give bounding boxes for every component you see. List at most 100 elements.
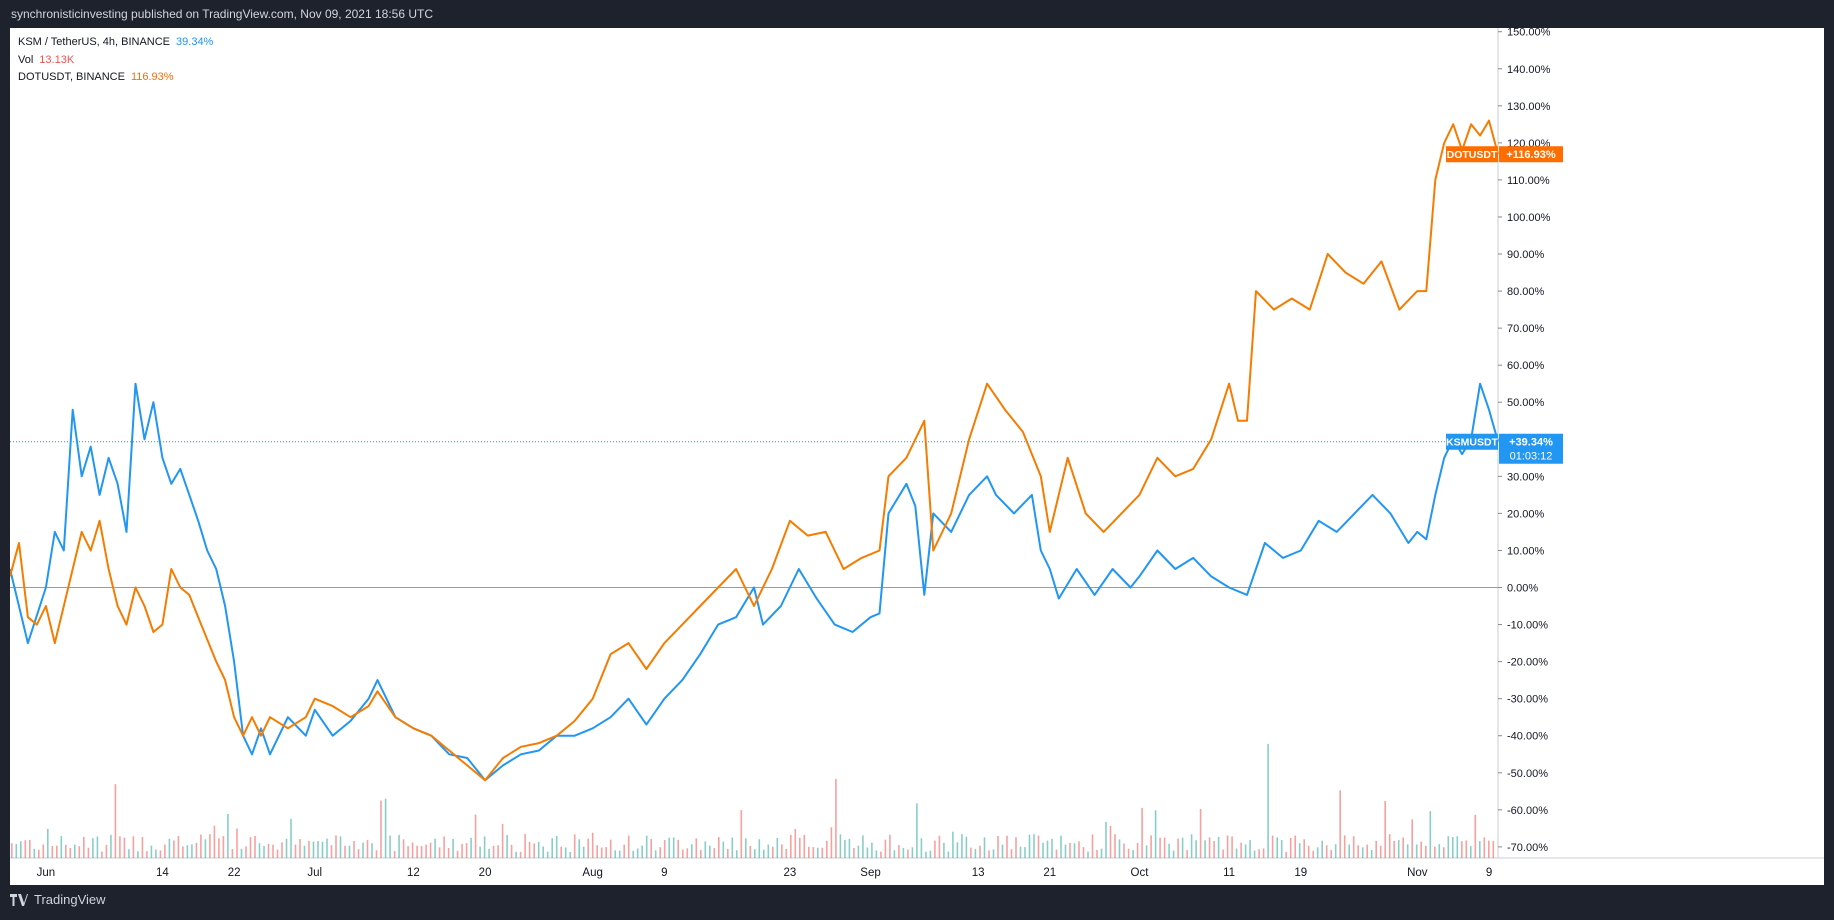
volume-bar bbox=[817, 847, 819, 858]
volume-bar bbox=[1438, 844, 1441, 858]
y-tick-label: 140.00% bbox=[1507, 64, 1551, 76]
y-tick-label: 80.00% bbox=[1507, 286, 1545, 298]
volume-bar bbox=[69, 848, 72, 858]
legend-row-dot[interactable]: DOTUSDT, BINANCE 116.93% bbox=[18, 69, 213, 87]
volume-bar bbox=[965, 836, 968, 858]
volume-bar bbox=[96, 836, 99, 858]
volume-bar bbox=[1474, 814, 1477, 858]
volume-bar bbox=[704, 841, 707, 858]
volume-bar bbox=[1357, 845, 1359, 858]
volume-bar bbox=[83, 836, 85, 858]
price-label-ksm bbox=[1499, 433, 1563, 464]
volume-bar bbox=[56, 845, 58, 858]
volume-bar bbox=[1425, 845, 1427, 858]
legend-row-vol[interactable]: Vol 13.13K bbox=[18, 52, 213, 70]
volume-bar bbox=[1289, 838, 1292, 858]
volume-bar bbox=[515, 851, 517, 858]
volume-bar bbox=[758, 839, 761, 858]
volume-bar bbox=[447, 848, 450, 858]
volume-bar bbox=[141, 837, 144, 858]
volume-bar bbox=[1461, 841, 1463, 858]
volume-bar bbox=[317, 841, 319, 858]
volume-bar bbox=[902, 847, 905, 858]
volume-bar bbox=[695, 838, 698, 858]
volume-bar bbox=[479, 846, 481, 858]
x-tick-label: 20 bbox=[479, 867, 492, 879]
volume-bar bbox=[925, 851, 927, 858]
volume-bar bbox=[736, 850, 738, 858]
volume-bar bbox=[186, 845, 189, 858]
volume-bar bbox=[146, 851, 148, 858]
volume-bar bbox=[1276, 837, 1278, 858]
volume-bar bbox=[844, 839, 846, 858]
volume-bar bbox=[393, 850, 396, 858]
volume-bar bbox=[132, 836, 135, 858]
volume-bar bbox=[285, 838, 288, 858]
chart-svg[interactable]: -70.00% -60.00% -50.00% -40.00% -30.00% -20.0… bbox=[9, 27, 1824, 885]
volume-bar bbox=[24, 840, 27, 858]
legend-row-ksm[interactable]: KSM / TetherUS, 4h, BINANCE 39.34% bbox=[18, 34, 213, 52]
volume-bar bbox=[1217, 837, 1220, 858]
volume-bar bbox=[1316, 847, 1319, 858]
volume-bar bbox=[992, 849, 995, 858]
volume-bar bbox=[236, 828, 238, 858]
tradingview-brand[interactable]: TradingView bbox=[10, 892, 106, 907]
volume-bar bbox=[1105, 821, 1107, 858]
y-tick-label: -50.00% bbox=[1507, 768, 1548, 780]
volume-bar bbox=[38, 849, 40, 858]
volume-bar bbox=[1258, 849, 1260, 858]
volume-bar bbox=[709, 845, 711, 858]
volume-bar bbox=[713, 848, 716, 858]
x-tick-label: Aug bbox=[582, 867, 602, 879]
volume-bar bbox=[1420, 841, 1422, 858]
volume-bar bbox=[781, 844, 783, 858]
volume-bar bbox=[1042, 842, 1044, 858]
x-tick-label: 21 bbox=[1043, 867, 1056, 879]
series-line-dotusdt bbox=[9, 119, 1499, 782]
y-tick-label: -10.00% bbox=[1507, 620, 1548, 632]
volume-bar bbox=[263, 846, 265, 858]
volume-bar bbox=[60, 836, 63, 858]
chart-panel[interactable]: -70.00% -60.00% -50.00% -40.00% -30.00% -20.0… bbox=[9, 27, 1824, 885]
volume-bar bbox=[799, 837, 801, 858]
x-tick-label: 19 bbox=[1294, 867, 1307, 879]
volume-bar bbox=[1186, 849, 1188, 858]
volume-bar bbox=[501, 823, 504, 858]
volume-bar bbox=[308, 840, 310, 858]
series-name-tag-text-dot: DOTUSDT bbox=[1447, 149, 1498, 161]
volume-bar bbox=[434, 838, 436, 858]
legend-label-ksm: KSM / TetherUS, 4h, BINANCE bbox=[18, 36, 171, 48]
series-line-ksmusdt bbox=[9, 382, 1499, 782]
volume-bar bbox=[1132, 850, 1134, 858]
volume-bar bbox=[105, 844, 108, 858]
volume-bar bbox=[1208, 837, 1211, 858]
volume-bar bbox=[204, 839, 207, 858]
volume-bar bbox=[1114, 834, 1116, 858]
volume-bar bbox=[389, 835, 391, 858]
volume-bar bbox=[119, 836, 121, 858]
x-tick-label: Jun bbox=[37, 867, 56, 879]
volume-bar bbox=[587, 838, 589, 858]
volume-bar bbox=[272, 844, 274, 858]
volume-bar bbox=[335, 835, 337, 858]
volume-bar bbox=[1379, 845, 1382, 858]
volume-bar bbox=[1488, 840, 1490, 858]
volume-bar bbox=[227, 813, 229, 858]
volume-bar bbox=[1051, 838, 1053, 858]
volume-bar bbox=[560, 846, 562, 858]
volume-bar bbox=[812, 847, 815, 858]
volume-bar bbox=[533, 843, 535, 858]
volume-bar bbox=[893, 850, 896, 858]
volume-bar bbox=[47, 828, 49, 858]
volume-bar bbox=[1303, 839, 1305, 858]
volume-bar bbox=[474, 814, 477, 858]
volume-bar bbox=[366, 840, 369, 858]
volume-bar bbox=[303, 845, 306, 858]
volume-bar bbox=[497, 845, 499, 858]
volume-bar bbox=[483, 836, 486, 858]
volume-bar bbox=[1271, 835, 1274, 858]
volume-bar bbox=[1334, 844, 1337, 858]
volume-bar bbox=[294, 844, 297, 858]
volume-bar bbox=[916, 803, 918, 858]
volume-bar bbox=[416, 845, 418, 858]
